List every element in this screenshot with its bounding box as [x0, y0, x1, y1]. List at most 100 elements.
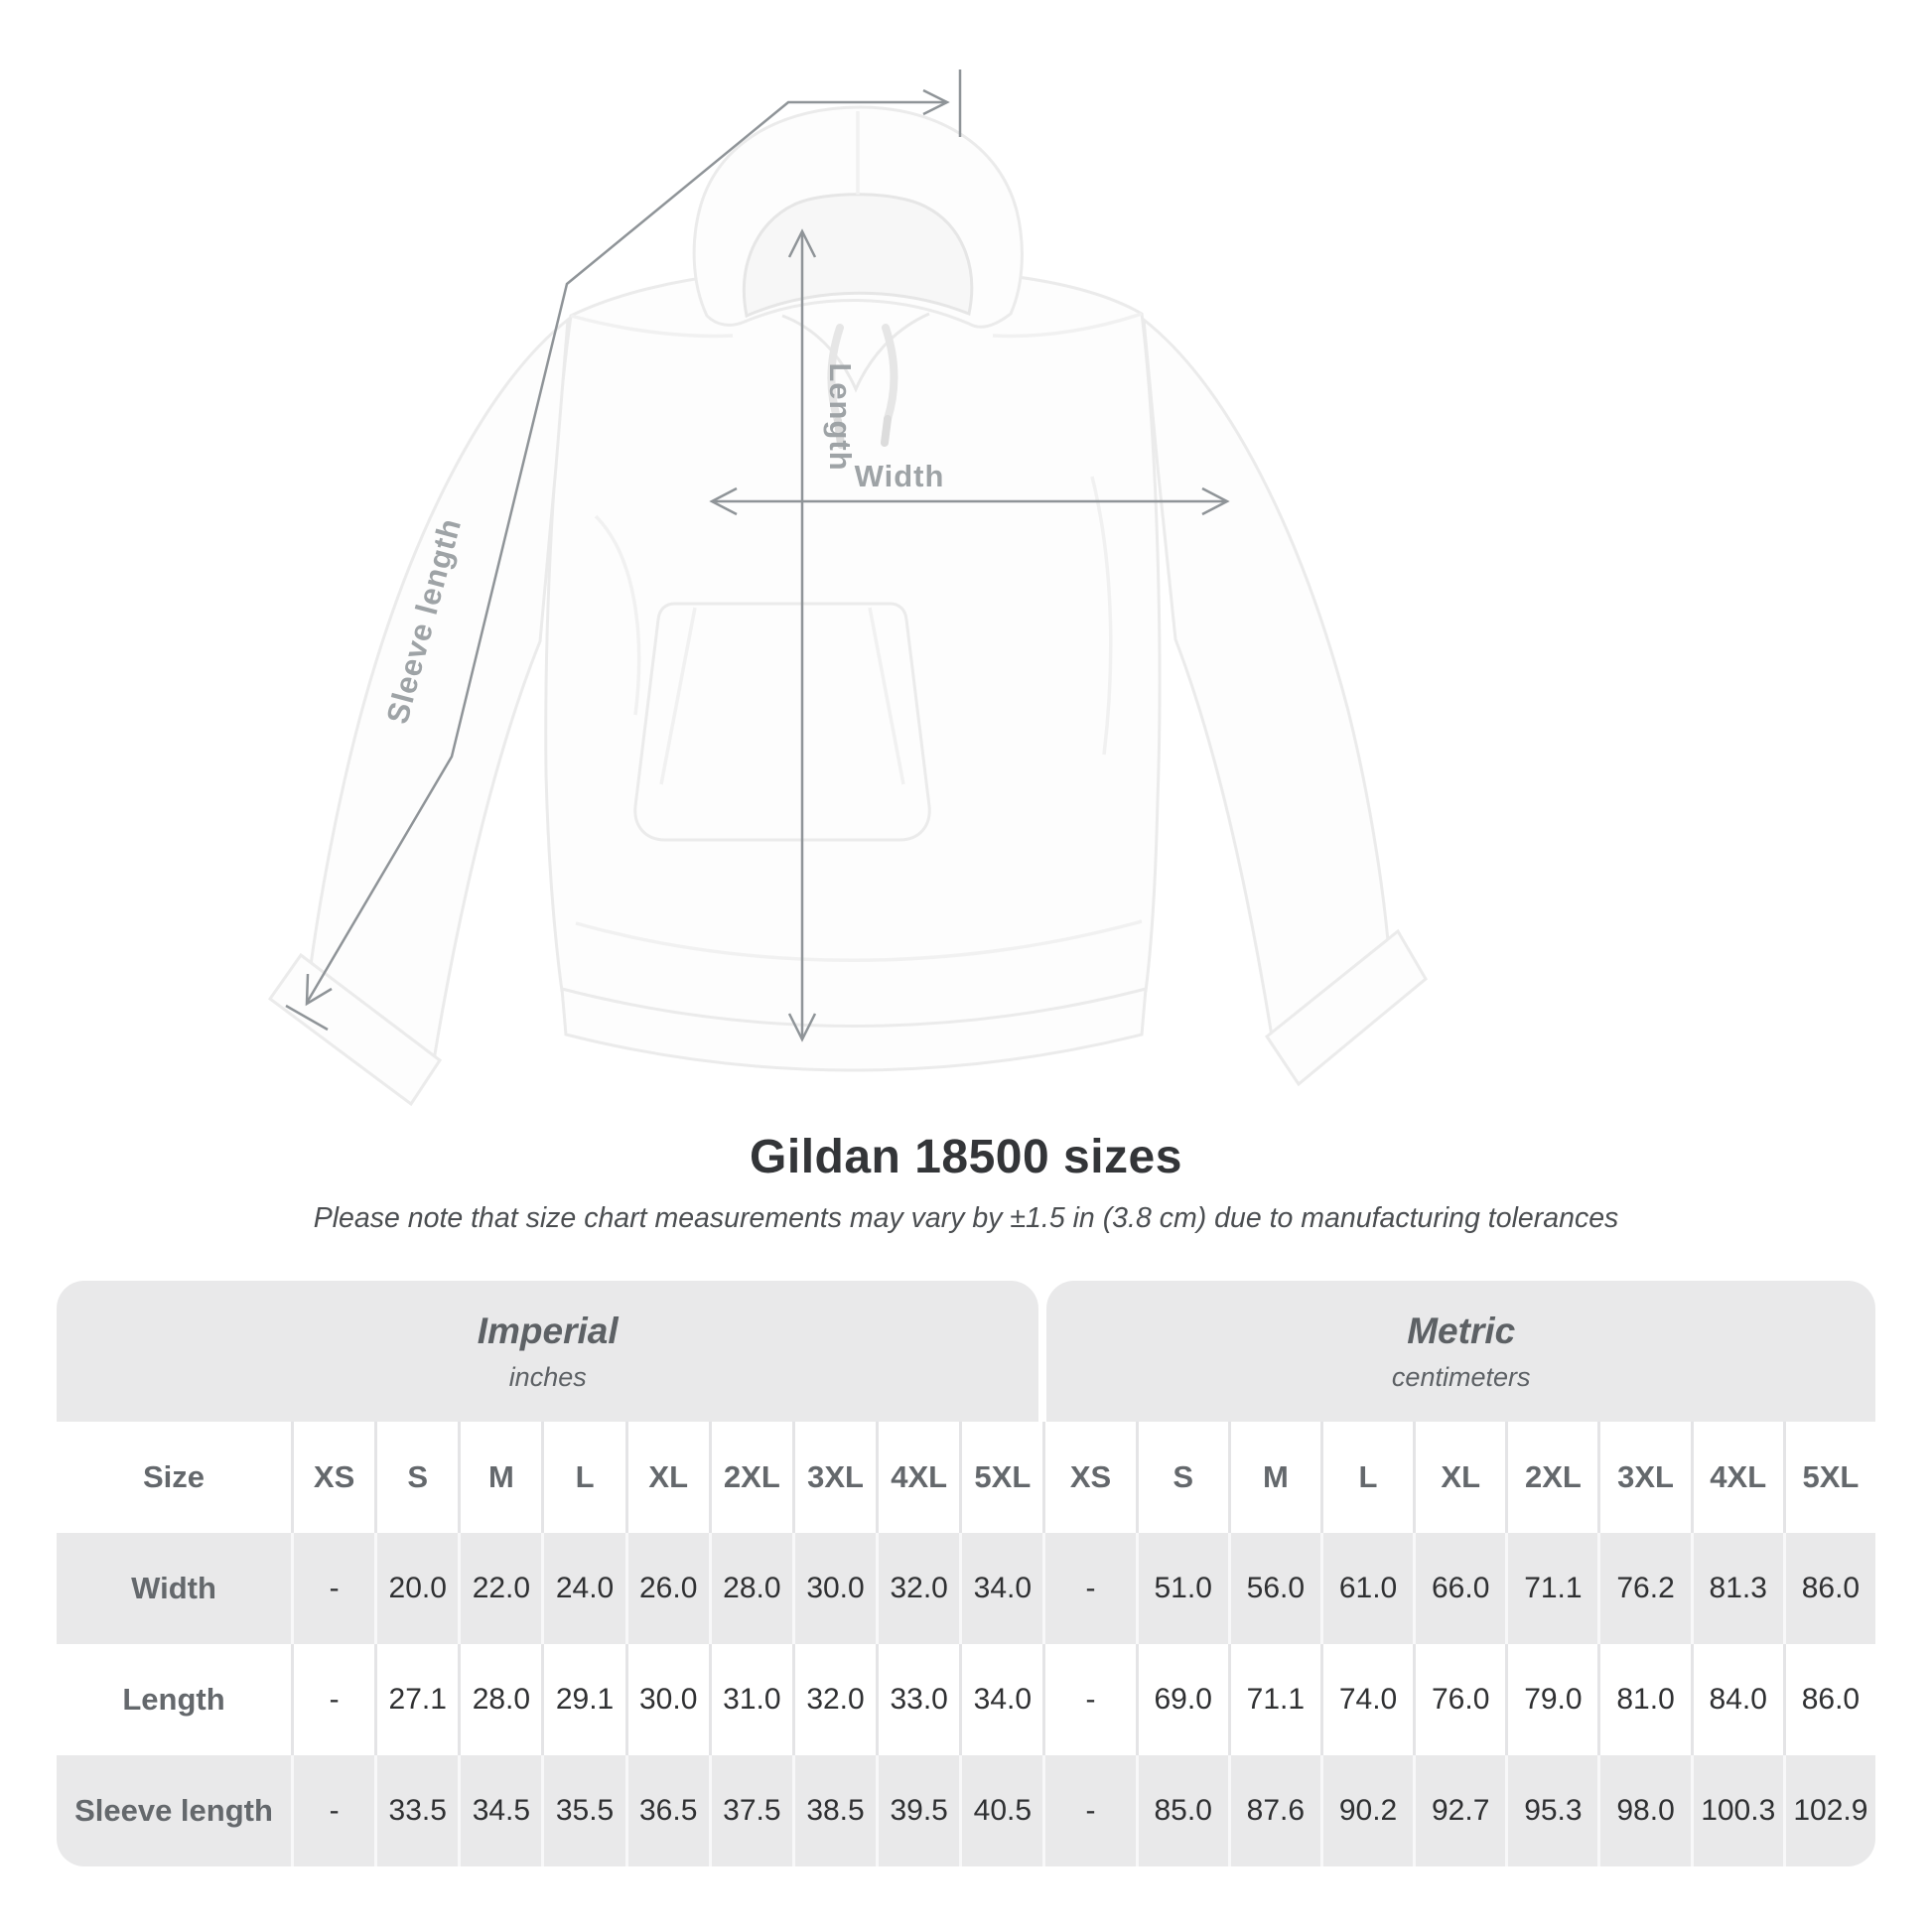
cell-metric: 71.1	[1227, 1644, 1320, 1755]
cell-imperial: 22.0	[458, 1533, 541, 1644]
cell-metric: 84.0	[1690, 1644, 1783, 1755]
cell-metric: 69.0	[1135, 1644, 1228, 1755]
cell-imperial: 29.1	[541, 1644, 624, 1755]
measure-row-width: Width -20.0 22.0 24.0 26.0 28.0 30.0 32.0 34.0-5…	[57, 1533, 1875, 1644]
cell-imperial: 34.5	[458, 1755, 541, 1866]
cell-imperial: 33.5	[374, 1755, 458, 1866]
size-col-imperial-m: M	[458, 1422, 541, 1533]
cell-metric: 85.0	[1135, 1755, 1228, 1866]
cell-metric: 90.2	[1319, 1755, 1413, 1866]
cell-imperial: 27.1	[374, 1644, 458, 1755]
cell-imperial: -	[291, 1755, 374, 1866]
pocket-opening-left	[659, 607, 697, 785]
shoulder-seam-left	[570, 314, 734, 339]
fold-line	[594, 514, 641, 716]
tolerance-note: Please note that size chart measurements…	[313, 1202, 1619, 1234]
metric-unit: centimeters	[1391, 1361, 1531, 1392]
size-table: Imperial inches Metric centimeters Size X…	[57, 1281, 1875, 1866]
hoodie-pocket	[633, 602, 931, 842]
drawstring-right	[882, 324, 898, 423]
cell-metric: -	[1042, 1755, 1135, 1866]
cell-metric: 100.3	[1690, 1755, 1783, 1866]
cell-metric: 79.0	[1505, 1644, 1597, 1755]
size-col-imperial-5xl: 5XL	[959, 1422, 1042, 1533]
cell-imperial: 33.0	[876, 1644, 959, 1755]
drawstring-aglet-right	[881, 415, 892, 447]
hoodie-sleeve-right	[1142, 316, 1390, 1045]
size-col-imperial-s: S	[374, 1422, 458, 1533]
size-col-metric-3xl: 3XL	[1597, 1422, 1690, 1533]
size-col-imperial-4xl: 4XL	[876, 1422, 959, 1533]
cell-imperial: 30.0	[624, 1644, 709, 1755]
cell-metric: 86.0	[1782, 1644, 1875, 1755]
length-label: Length	[823, 362, 858, 471]
cell-imperial: 40.5	[959, 1755, 1042, 1866]
size-col-metric-m: M	[1227, 1422, 1320, 1533]
cell-metric: 76.2	[1597, 1533, 1690, 1644]
shoulder-seam-right	[992, 312, 1143, 339]
row-label: Sleeve length	[74, 1793, 273, 1828]
cell-imperial: 26.0	[624, 1533, 709, 1644]
size-col-imperial-xl: XL	[624, 1422, 709, 1533]
cell-metric: 71.1	[1505, 1533, 1597, 1644]
cell-imperial: -	[291, 1533, 374, 1644]
metric-title: Metric	[1407, 1310, 1516, 1351]
size-header-row: Size XS S M L XL 2XL 3XL 4XL 5XL XS S M L XL 2XL 3XL 4XL 5…	[57, 1422, 1875, 1533]
cell-metric: 92.7	[1413, 1755, 1505, 1866]
cell-metric: 56.0	[1227, 1533, 1320, 1644]
width-measure: Width	[709, 459, 1230, 516]
hoodie-cuff-right	[1264, 928, 1428, 1087]
row-label: Width	[131, 1571, 216, 1605]
row-label: Length	[122, 1682, 225, 1717]
cell-metric: 102.9	[1782, 1755, 1875, 1866]
cell-imperial: 34.0	[959, 1644, 1042, 1755]
unit-header: Imperial inches Metric centimeters	[57, 1281, 1875, 1422]
cell-imperial: 31.0	[708, 1644, 792, 1755]
imperial-title: Imperial	[477, 1310, 619, 1351]
hoodie-sleeve-left	[309, 316, 570, 1063]
length-measure: Length	[787, 228, 858, 1042]
size-col-imperial-xs: XS	[291, 1422, 374, 1533]
cell-metric: 87.6	[1227, 1755, 1320, 1866]
imperial-unit: inches	[508, 1361, 587, 1392]
size-col-imperial-2xl: 2XL	[708, 1422, 792, 1533]
metric-header: Metric centimeters	[1046, 1281, 1875, 1422]
cell-imperial: 38.5	[791, 1755, 876, 1866]
measure-row-sleeve-length: Sleeve length -33.5 34.5 35.5 36.5 37.5 38.5 39…	[57, 1755, 1875, 1866]
drawstring-aglet-left	[834, 417, 845, 449]
cell-imperial: 32.0	[791, 1644, 876, 1755]
size-col-metric-xs: XS	[1042, 1422, 1135, 1533]
size-col-imperial-3xl: 3XL	[791, 1422, 876, 1533]
hoodie-hem	[560, 987, 1148, 1072]
cell-imperial: 34.0	[959, 1533, 1042, 1644]
drawstring-left	[827, 324, 844, 425]
cell-metric: 81.0	[1597, 1644, 1690, 1755]
imperial-header: Imperial inches	[57, 1281, 1039, 1422]
cell-metric: 86.0	[1782, 1533, 1875, 1644]
cell-metric: 95.3	[1505, 1755, 1597, 1866]
cell-metric: 76.0	[1413, 1644, 1505, 1755]
cell-imperial: 39.5	[876, 1755, 959, 1866]
size-col-metric-s: S	[1135, 1422, 1228, 1533]
fold-line	[575, 919, 1143, 962]
neckline	[781, 312, 930, 393]
cell-metric: 61.0	[1319, 1533, 1413, 1644]
cell-imperial: 35.5	[541, 1755, 624, 1866]
size-col-metric-4xl: 4XL	[1690, 1422, 1783, 1533]
pocket-opening-right	[868, 607, 905, 785]
cell-imperial: 32.0	[876, 1533, 959, 1644]
size-header-label: Size	[142, 1459, 206, 1494]
cell-imperial: -	[291, 1644, 374, 1755]
cell-imperial: 20.0	[374, 1533, 458, 1644]
page-title: Gildan 18500 sizes	[750, 1131, 1182, 1183]
cell-imperial: 28.0	[708, 1533, 792, 1644]
size-col-metric-xl: XL	[1413, 1422, 1505, 1533]
size-col-metric-l: L	[1319, 1422, 1413, 1533]
hoodie-diagram: Width Length Sleeve length	[267, 69, 1428, 1107]
size-col-metric-2xl: 2XL	[1505, 1422, 1597, 1533]
cell-imperial: 24.0	[541, 1533, 624, 1644]
size-col-metric-5xl: 5XL	[1782, 1422, 1875, 1533]
cell-metric: 51.0	[1135, 1533, 1228, 1644]
cell-metric: 98.0	[1597, 1755, 1690, 1866]
